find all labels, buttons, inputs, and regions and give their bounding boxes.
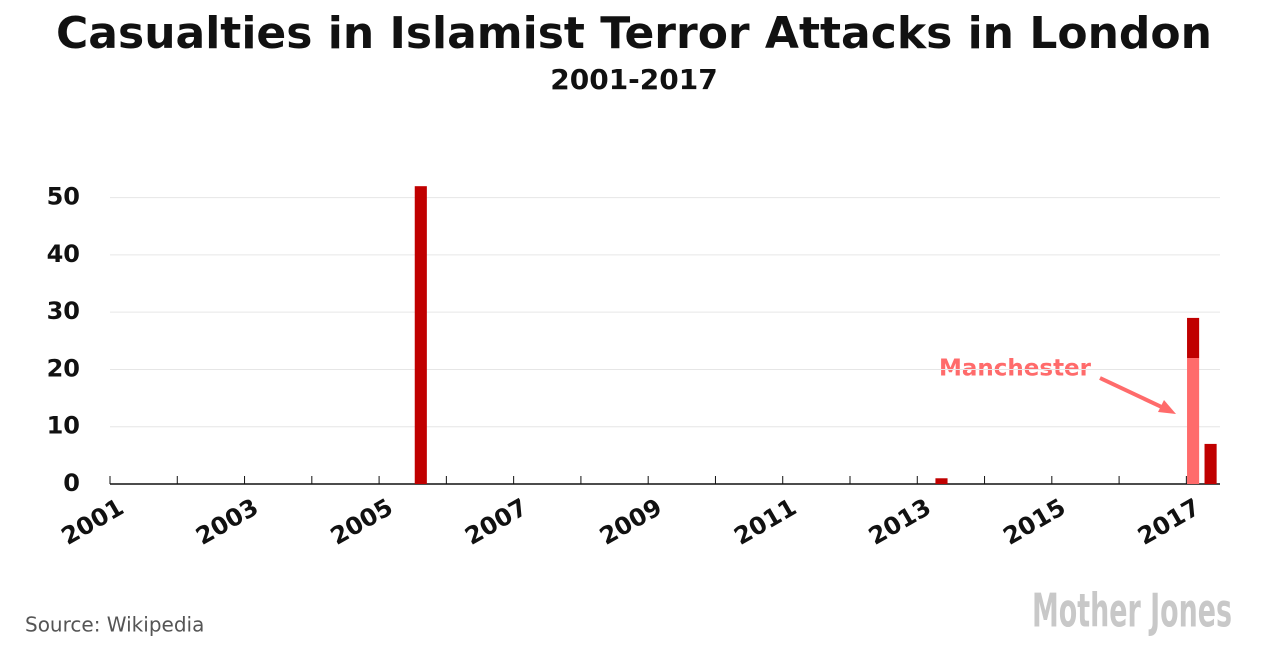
annotation-label: Manchester [939,356,1092,382]
annotation-arrow [1099,376,1169,412]
bar [414,186,427,484]
chart-subtitle: 2001-2017 [550,63,717,96]
x-tick-label: 2013 [864,493,936,551]
x-tick-label: 2017 [1133,493,1205,551]
bar [1204,443,1217,484]
x-tick-label: 2003 [191,493,263,551]
y-tick-label: 20 [47,354,80,382]
x-tick-label: 2007 [460,493,532,551]
x-tick-label: 2009 [595,493,667,551]
y-tick-label: 10 [47,412,80,440]
source: Source: Wikipedia [25,613,204,637]
logo: Mother Jones [1032,584,1232,638]
y-tick-label: 50 [47,183,80,211]
y-tick-label: 40 [47,240,80,268]
bar [935,478,948,484]
annotation-arrowhead [1158,400,1176,414]
bar [1187,317,1200,358]
x-tick-label: 2005 [326,493,398,551]
x-tick-label: 2015 [998,493,1070,551]
chart-title: Casualties in Islamist Terror Attacks in… [56,8,1212,59]
x-tick-label: 2001 [57,493,129,551]
y-tick-label: 0 [63,469,80,497]
y-tick-label: 30 [47,297,80,325]
x-tick-label: 2011 [729,493,801,551]
bar [1187,358,1200,484]
